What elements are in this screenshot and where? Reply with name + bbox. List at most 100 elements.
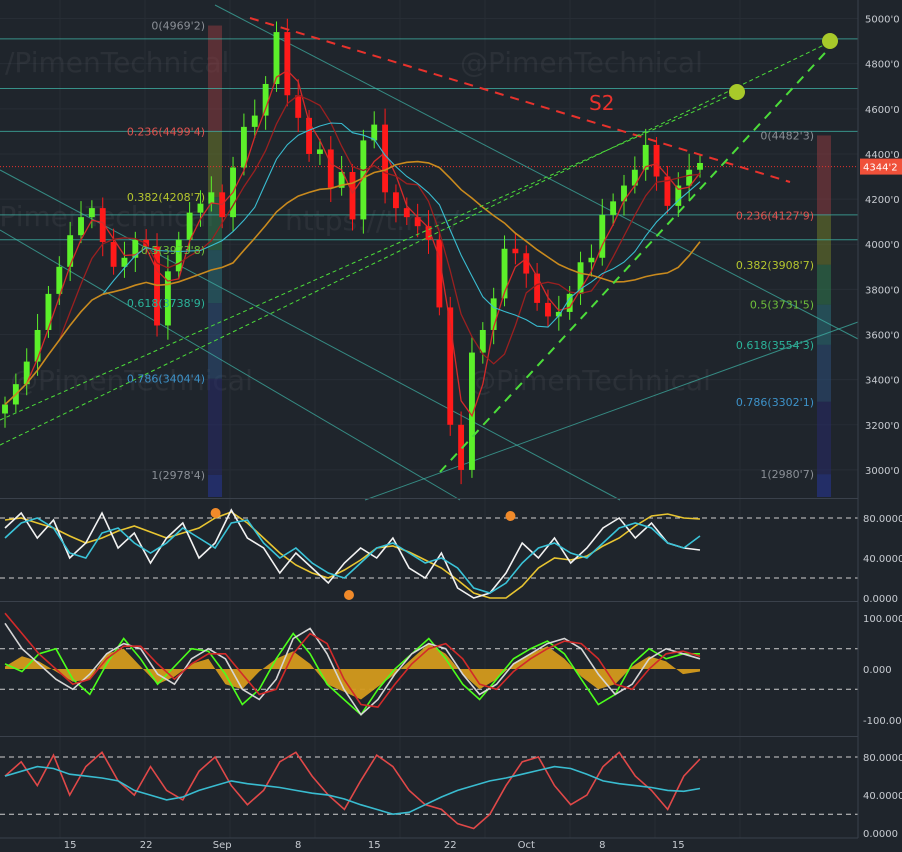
candle-body [2, 404, 8, 414]
indicator-series-line [4, 508, 701, 599]
last-price-tag-label: 4344'2 [863, 163, 898, 174]
fib-band-segment [817, 344, 831, 402]
candle-body [371, 124, 378, 141]
candle-body [164, 271, 171, 326]
channel-line [0, 229, 461, 501]
candle-body [197, 203, 204, 213]
candle-body [664, 176, 671, 206]
indicator-series-line [4, 632, 700, 716]
channel-line [364, 321, 859, 501]
candle-body [555, 311, 562, 317]
candle-body [610, 201, 617, 215]
fib-label: 0.618(3554'3) [736, 339, 814, 352]
indicator-series-line [4, 765, 701, 816]
candle-body [697, 162, 703, 170]
candle-body [338, 172, 345, 188]
candle-body [577, 262, 584, 294]
ma-mid-line [4, 94, 701, 405]
candle-body [512, 248, 519, 254]
price-axis-tick-label: 4000'0 [865, 240, 900, 251]
indicator-series-line [4, 622, 701, 716]
candle-body [327, 149, 334, 188]
indicator-axis-tick-label: 100.000 [863, 614, 902, 625]
price-axis-tick-label: 3600'0 [865, 331, 900, 342]
fib-label: 1(2980'7) [760, 468, 814, 481]
time-axis-background [0, 838, 858, 852]
candle-body [240, 126, 247, 168]
candle-body [23, 361, 30, 385]
candle-body [523, 253, 530, 274]
candle-body [436, 239, 443, 308]
candle-body [208, 192, 215, 204]
fib-label: 0.236(4127'9) [736, 209, 814, 222]
candle-body [45, 293, 52, 330]
candle-body [686, 169, 693, 186]
candle-body [631, 169, 638, 186]
time-axis-tick-label: 8 [295, 840, 301, 851]
fib-band-segment [208, 131, 222, 198]
time-axis-tick-label: 15 [64, 840, 77, 851]
fib-label: 0.786(3404'4) [127, 373, 205, 386]
fib-label: 0.236(4499'4) [127, 126, 205, 139]
watermark-text: https://t.me/ [285, 204, 460, 237]
fib-band-segment [208, 378, 222, 475]
fib-band-segment [817, 264, 831, 305]
candle-body [490, 298, 497, 330]
price-axis-tick-label: 4400'0 [865, 150, 900, 161]
trendline-green-dashed [439, 41, 836, 473]
candle-body [78, 217, 84, 236]
momentum-histogram-area [5, 643, 700, 700]
watermark-text: @PimenTechnical [468, 364, 711, 397]
fib-band-segment [208, 250, 222, 304]
candle-body [132, 239, 139, 258]
candle-body [382, 124, 389, 193]
target-marker [822, 33, 838, 49]
candle-body [501, 248, 508, 299]
candle-body [56, 266, 63, 294]
candle-body [110, 241, 117, 267]
indicator-series-line [4, 517, 701, 594]
indicator-axis-tick-label: 0.000 [863, 665, 892, 676]
fib-label: 1(2978'4) [151, 469, 205, 482]
channel-line [214, 4, 861, 341]
price-axis-tick-label: 4600'0 [865, 105, 900, 116]
candle-body [175, 239, 182, 272]
fib-band-segment [817, 401, 831, 475]
fib-band-segment [208, 25, 222, 132]
last-price-tag [860, 158, 902, 175]
candle-body [262, 83, 269, 116]
fib-label: 0(4482'3) [760, 129, 814, 142]
fib-label: 0.618(3738'9) [127, 297, 205, 310]
price-axis-tick-label: 3200'0 [865, 421, 900, 432]
fib-band-base [817, 474, 831, 497]
candle-body [653, 144, 660, 177]
indicator-axis-tick-label: 40.0000 [863, 554, 902, 565]
watermark-text: /PimenTechnical [5, 46, 229, 79]
trendline-green-thin [0, 91, 739, 421]
indicator-axis-tick-label: 80.0000 [863, 753, 902, 764]
fib-label: 0.5(3973'8) [141, 244, 205, 257]
time-axis-tick-label: Oct [518, 840, 535, 851]
target-marker [729, 84, 745, 100]
candle-body [545, 302, 551, 317]
candle-body [360, 140, 367, 220]
candle-body [479, 329, 486, 353]
candle-body [121, 257, 128, 267]
trendline-red-dashed [249, 17, 791, 183]
fib-label: 0.382(4208'7) [127, 191, 205, 204]
price-axis-tick-label: 5000'0 [865, 15, 900, 26]
price-axis-tick-label: 4800'0 [865, 60, 900, 71]
candle-body [88, 208, 95, 218]
indicator-axis-tick-label: 80.0000 [863, 514, 902, 525]
time-axis-tick-label: Sep [213, 840, 232, 851]
fib-label: 0.382(3908'7) [736, 259, 814, 272]
price-axis-tick-label: 3000'0 [865, 466, 900, 477]
candle-body [675, 185, 682, 206]
candle-body [295, 95, 302, 118]
fib-band-base [208, 474, 222, 497]
time-axis-tick-label: 15 [368, 840, 381, 851]
candle-body [284, 32, 291, 96]
candle-body [306, 117, 313, 154]
candle-body [392, 192, 399, 209]
